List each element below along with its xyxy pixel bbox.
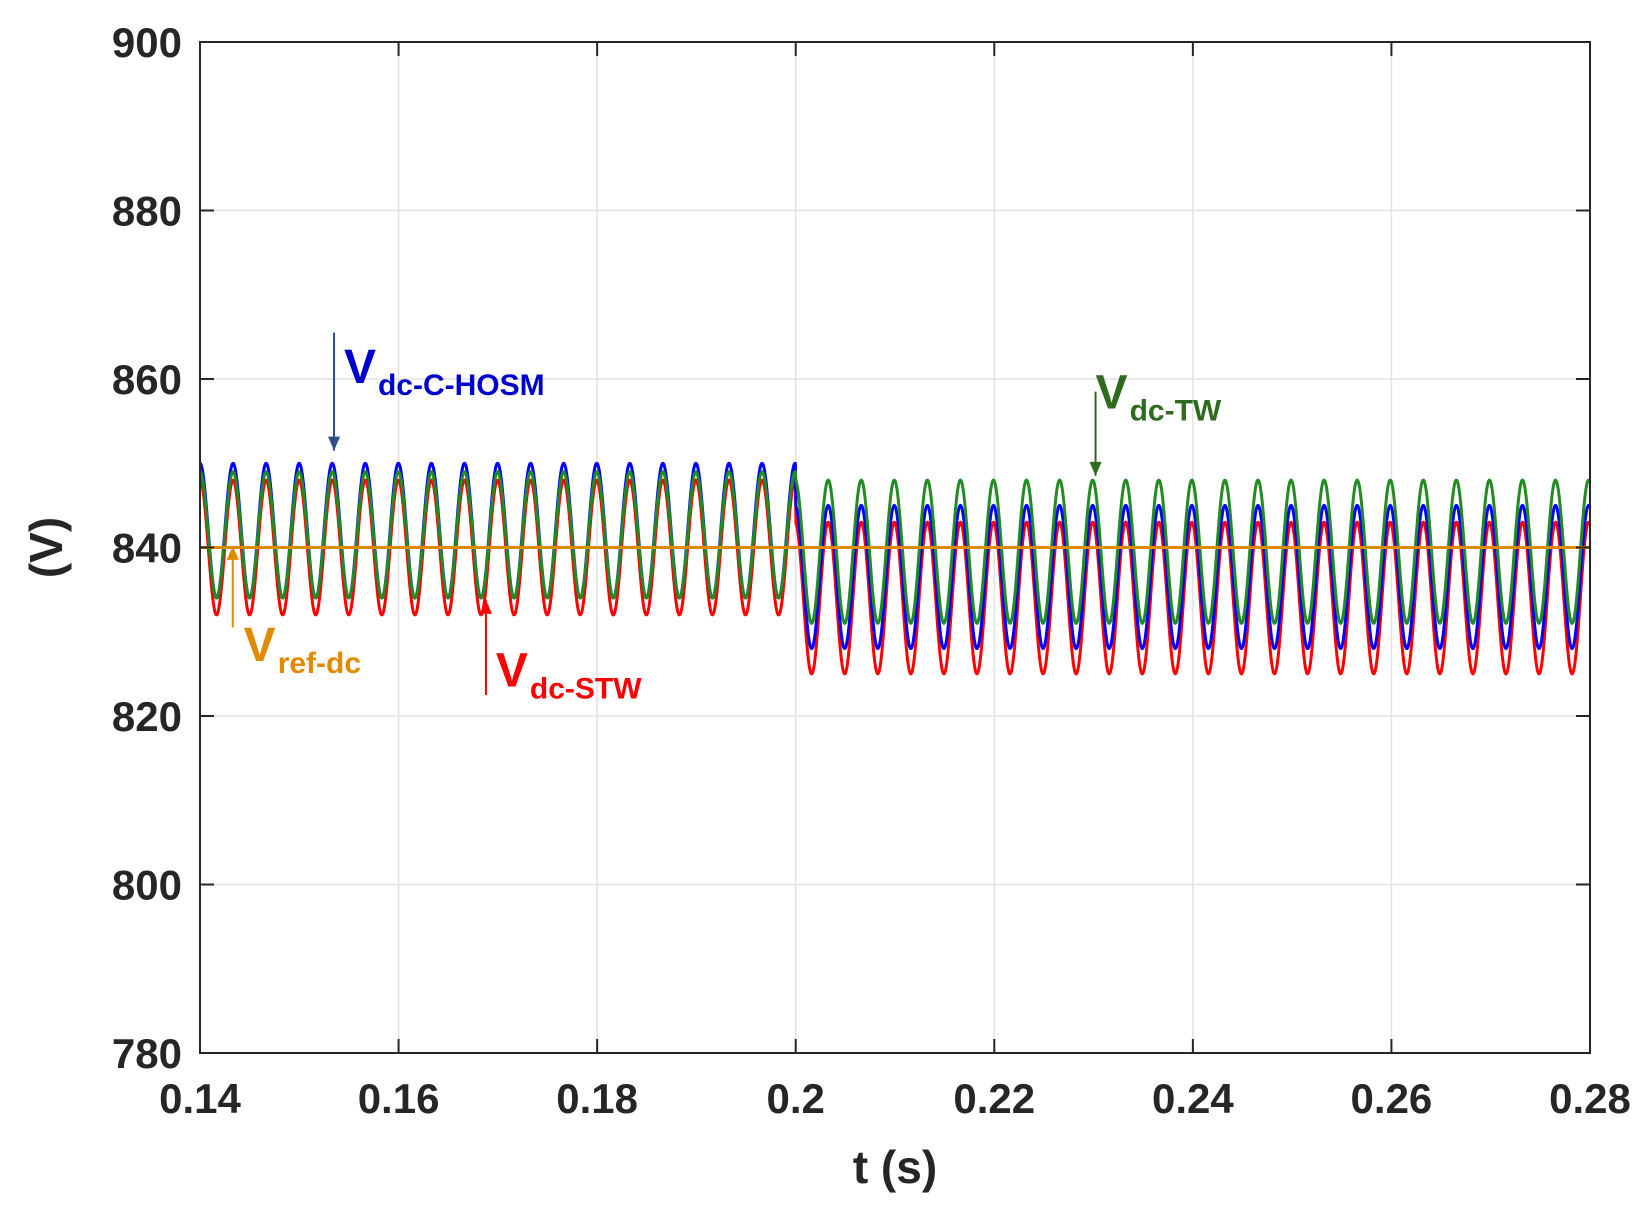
x-tick-label: 0.28 — [1549, 1075, 1631, 1122]
annotation-label: Vdc-TW — [1096, 366, 1222, 427]
y-tick-label: 880 — [112, 188, 182, 235]
x-tick-label: 0.2 — [767, 1075, 825, 1122]
annotation-label-main: V — [1096, 366, 1128, 419]
annotation-vdc-tw: Vdc-TW — [1089, 366, 1222, 476]
y-tick-label: 780 — [112, 1030, 182, 1077]
annotation-label-main: V — [496, 645, 528, 698]
annotation-label-main: V — [244, 619, 276, 672]
annotation-arrowhead — [226, 545, 239, 560]
annotation-arrowhead — [479, 599, 492, 614]
y-tick-label: 800 — [112, 862, 182, 909]
annotation-label-main: V — [344, 341, 376, 394]
annotation-vdc-c-hosm: Vdc-C-HOSM — [328, 332, 545, 451]
series-line-vdc-tw — [199, 470, 1592, 625]
x-tick-label: 0.16 — [358, 1075, 440, 1122]
x-tick-label: 0.24 — [1152, 1075, 1234, 1122]
annotation-label-sub: dc-TW — [1130, 394, 1222, 427]
axis-ticks: 0.14 0.16 0.18 0.2 0.22 0.24 0.26 0.28 780 800 820… — [112, 19, 1631, 1122]
annotation-label-sub: dc-C-HOSM — [378, 369, 545, 402]
x-tick-label: 0.26 — [1351, 1075, 1433, 1122]
y-tick-label: 820 — [112, 693, 182, 740]
annotation-label-sub: dc-STW — [530, 673, 642, 706]
y-tick-label: 900 — [112, 19, 182, 66]
annotation-vdc-stw: Vdc-STW — [479, 599, 642, 706]
series-layer — [199, 461, 1592, 676]
annotation-label: Vdc-STW — [496, 645, 642, 706]
annotation-arrowhead — [1089, 461, 1102, 476]
x-tick-label: 0.22 — [953, 1075, 1035, 1122]
y-axis-title: (V) — [20, 517, 72, 578]
annotation-label-sub: ref-dc — [278, 647, 361, 680]
annotation-label: Vref-dc — [244, 619, 361, 680]
annotation-arrowhead — [328, 436, 341, 451]
y-tick-label: 860 — [112, 356, 182, 403]
annotation-label: Vdc-C-HOSM — [344, 341, 545, 402]
series-line-vdc-c-hosm — [199, 461, 1592, 651]
y-tick-label: 840 — [112, 525, 182, 572]
x-tick-label: 0.14 — [159, 1075, 241, 1122]
series-line-vdc-stw — [199, 478, 1592, 676]
x-tick-label: 0.18 — [556, 1075, 638, 1122]
x-axis-title: t (s) — [853, 1141, 937, 1193]
annotation-vref-dc: Vref-dc — [226, 545, 361, 680]
